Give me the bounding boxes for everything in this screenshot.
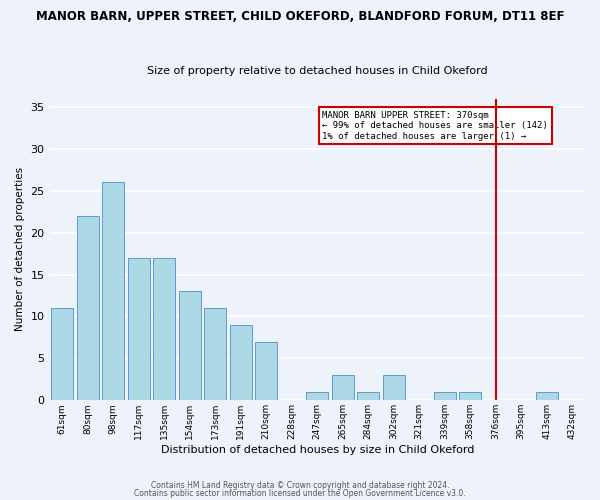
Text: Contains public sector information licensed under the Open Government Licence v3: Contains public sector information licen… [134, 488, 466, 498]
X-axis label: Distribution of detached houses by size in Child Okeford: Distribution of detached houses by size … [161, 445, 474, 455]
Bar [103, 182, 124, 400]
Bar [358, 392, 379, 400]
Bar [154, 258, 175, 400]
Bar [230, 325, 251, 400]
Bar [383, 375, 404, 400]
Bar [434, 392, 455, 400]
Text: MANOR BARN UPPER STREET: 370sqm
← 99% of detached houses are smaller (142)
1% of: MANOR BARN UPPER STREET: 370sqm ← 99% of… [322, 111, 548, 141]
Bar [307, 392, 328, 400]
Bar [128, 258, 149, 400]
Title: Size of property relative to detached houses in Child Okeford: Size of property relative to detached ho… [147, 66, 488, 76]
Bar [179, 292, 200, 401]
Text: Contains HM Land Registry data © Crown copyright and database right 2024.: Contains HM Land Registry data © Crown c… [151, 481, 449, 490]
Y-axis label: Number of detached properties: Number of detached properties [15, 168, 25, 332]
Bar [205, 308, 226, 400]
Bar [77, 216, 98, 400]
Bar [460, 392, 481, 400]
Bar [332, 375, 353, 400]
Bar [536, 392, 557, 400]
Bar [52, 308, 73, 400]
Bar [256, 342, 277, 400]
Text: MANOR BARN, UPPER STREET, CHILD OKEFORD, BLANDFORD FORUM, DT11 8EF: MANOR BARN, UPPER STREET, CHILD OKEFORD,… [36, 10, 564, 23]
